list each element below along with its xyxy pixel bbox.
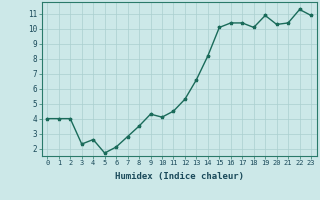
X-axis label: Humidex (Indice chaleur): Humidex (Indice chaleur)	[115, 172, 244, 181]
